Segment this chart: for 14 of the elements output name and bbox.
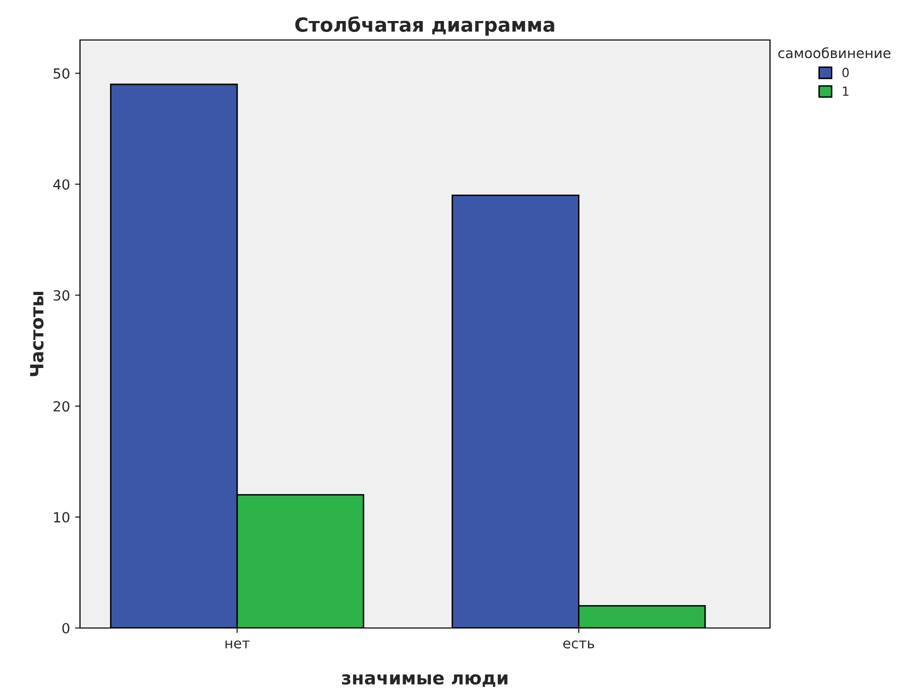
y-axis-title: Частоты [30, 292, 44, 376]
chart-title: Столбчатая диаграмма [295, 16, 554, 36]
y-tick-label: 10 [54, 512, 70, 523]
y-tick-label: 50 [54, 68, 70, 79]
y-tick-label: 30 [54, 290, 70, 301]
legend-label: 1 [842, 86, 848, 96]
x-axis-title: значимые люди [342, 674, 508, 687]
x-tick-label: нет [226, 640, 250, 648]
x-tick-label: есть [563, 640, 594, 648]
y-tick-label: 0 [62, 622, 70, 634]
legend-title: самообвинение [778, 47, 890, 58]
y-tick-label: 40 [53, 179, 70, 190]
legend-label: 0 [842, 68, 849, 78]
y-tick-label: 20 [54, 401, 70, 412]
